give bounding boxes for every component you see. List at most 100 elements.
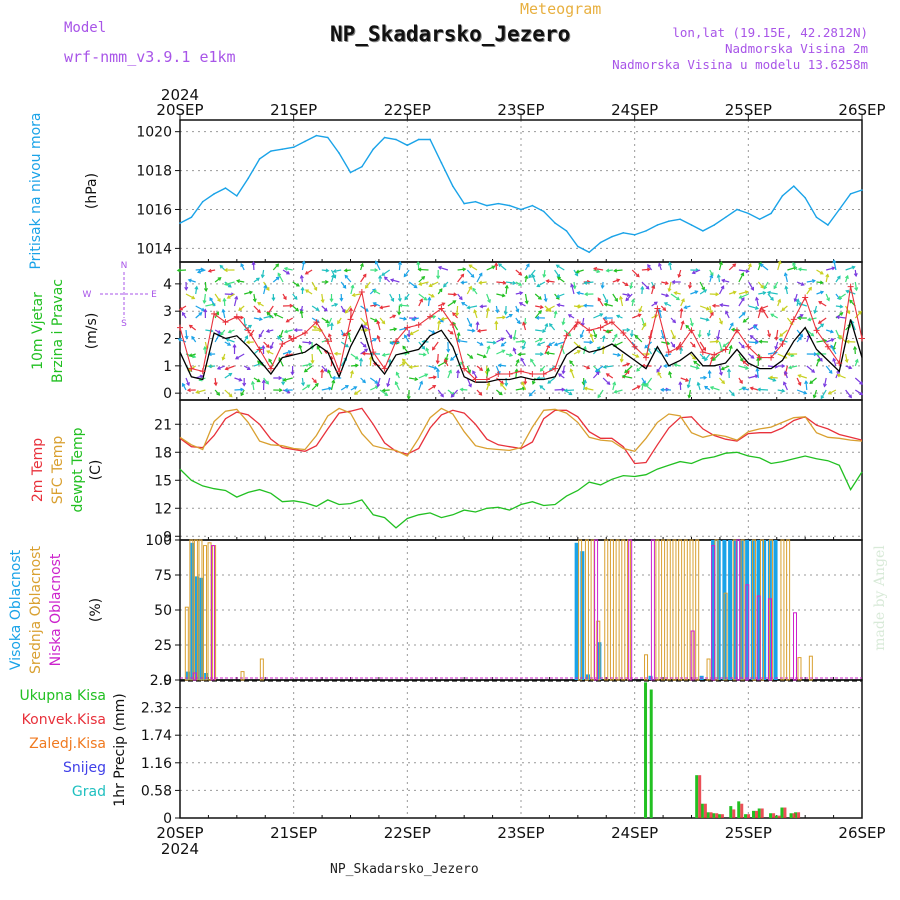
wind-arrow [476, 353, 487, 358]
wind-arrowhead [799, 333, 804, 338]
wind-arrowhead [406, 395, 411, 400]
wind-arrowhead [804, 380, 809, 385]
wind-arrowhead [444, 358, 448, 363]
wind-arrowhead [601, 334, 606, 339]
wind-arrow [738, 297, 745, 307]
wind-arrow [781, 305, 788, 311]
wind-arrowhead [440, 316, 445, 321]
wind-arrowhead [281, 381, 286, 386]
wind-arrowhead [543, 298, 548, 303]
pressure-point [508, 204, 511, 207]
wind-arrow [562, 317, 565, 325]
wind-arrowhead [226, 295, 231, 299]
wind-arrowhead [740, 272, 745, 277]
pressure-point [349, 171, 352, 174]
wind-arrow [680, 377, 689, 382]
wind-arrow [333, 269, 342, 273]
wind-arrowhead [295, 307, 300, 312]
wind-arrowhead [808, 286, 812, 291]
wind-arrow [709, 274, 713, 283]
wind-arrow [767, 293, 774, 301]
wind-arrowhead [479, 342, 484, 346]
wind-arrow [261, 269, 265, 278]
wind-arrowhead [693, 360, 698, 365]
wind-arrowhead [739, 380, 743, 384]
wind-arrowhead [248, 324, 253, 329]
wind-arrowhead [460, 273, 465, 278]
wind-arrow [375, 261, 381, 271]
wind-arrowhead [222, 297, 227, 302]
wind-arrowhead [515, 358, 520, 363]
wind-arrowhead [755, 367, 760, 372]
wind-arrowhead [819, 270, 824, 275]
precip-bar-0 [695, 775, 699, 818]
wind-arrow [816, 323, 824, 331]
wind-arrow [697, 382, 701, 391]
wind-arrow [641, 286, 644, 295]
wind-arrow [266, 312, 274, 319]
cloud-bar-1 [259, 658, 264, 681]
wind-arrow [398, 293, 401, 302]
wind-arrowhead [770, 297, 774, 301]
wind-arrow [680, 308, 683, 319]
wind-arrow [837, 374, 846, 379]
wind-arrowhead [705, 306, 711, 311]
wind-arrowhead [227, 342, 232, 346]
pressure-point [497, 202, 500, 205]
wind-arrow [399, 304, 410, 307]
wind-arrowhead [275, 276, 280, 281]
footer-station: NP_Skadarsko_Jezero [330, 862, 479, 877]
wind-arrowhead [424, 373, 429, 378]
wind-arrowhead [721, 278, 726, 283]
wind-arrowhead [695, 365, 700, 370]
wind-arrow [564, 389, 575, 392]
wind-arrow [522, 341, 527, 350]
wind-arrowhead [561, 370, 566, 375]
wind-arrow [466, 365, 471, 373]
wind-arrowhead [428, 283, 433, 288]
x-tick-label-bottom: 22SEP [384, 824, 431, 842]
wind-arrow [272, 263, 279, 271]
y-tick-label: 1016 [136, 202, 172, 218]
wind-arrowhead [787, 365, 792, 370]
wind-arrow [592, 329, 597, 338]
wind-arrow [274, 313, 284, 319]
wind-arrowhead [269, 345, 274, 350]
wind-arrowhead [685, 378, 690, 382]
wind-arrow [658, 309, 662, 319]
wind-gust-marker [529, 371, 536, 378]
wind-arrow [418, 353, 426, 356]
wind-arrowhead [256, 277, 260, 282]
wind-arrow [710, 386, 720, 391]
wind-arrow [384, 276, 391, 283]
wind-arrow [486, 368, 489, 379]
cloud-bar-0 [756, 540, 761, 680]
wind-arrow [777, 299, 781, 307]
wind-arrow [473, 309, 478, 319]
precip-bar-1 [760, 808, 764, 818]
wind-arrowhead [556, 276, 561, 281]
wind-arrowhead [398, 303, 403, 308]
wind-arrowhead [251, 261, 256, 266]
wind-arrowhead [582, 345, 587, 350]
wind-arrow [728, 263, 736, 271]
wind-arrow [606, 329, 613, 333]
wind-arrowhead [642, 322, 647, 327]
wind-arrow [500, 383, 507, 391]
wind-arrow [284, 267, 293, 271]
wind-arrowhead [517, 352, 522, 357]
wind-arrow [721, 365, 730, 370]
wind-arrow [350, 353, 359, 360]
wind-arrow [243, 335, 248, 343]
wind-arrowhead [350, 284, 355, 289]
wind-arrow [217, 365, 226, 370]
wind-arrow [748, 375, 758, 379]
wind-arrow [820, 389, 827, 399]
wind-arrowhead [715, 292, 720, 297]
wind-arrowhead [750, 355, 755, 359]
y-tick-label: 12 [154, 501, 172, 517]
wind-arrow [224, 389, 233, 398]
wind-arrow [699, 317, 709, 321]
wind-arrow [738, 341, 745, 349]
wind-arrowhead [509, 352, 514, 357]
